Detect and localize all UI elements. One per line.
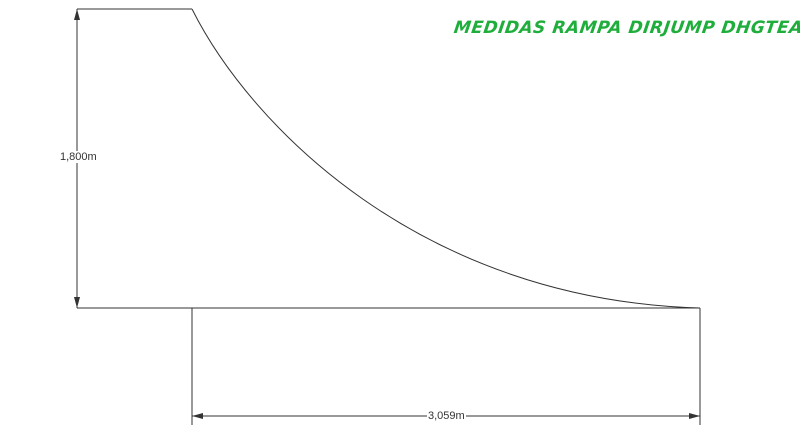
length-label: 3,059m xyxy=(427,410,466,422)
arrow-up-icon xyxy=(74,9,80,20)
ramp-curve xyxy=(191,8,701,309)
height-label: 1,800m xyxy=(59,151,98,163)
arrow-down-icon xyxy=(74,297,80,308)
arrow-left-icon xyxy=(192,413,203,419)
arrow-right-icon xyxy=(689,413,700,419)
